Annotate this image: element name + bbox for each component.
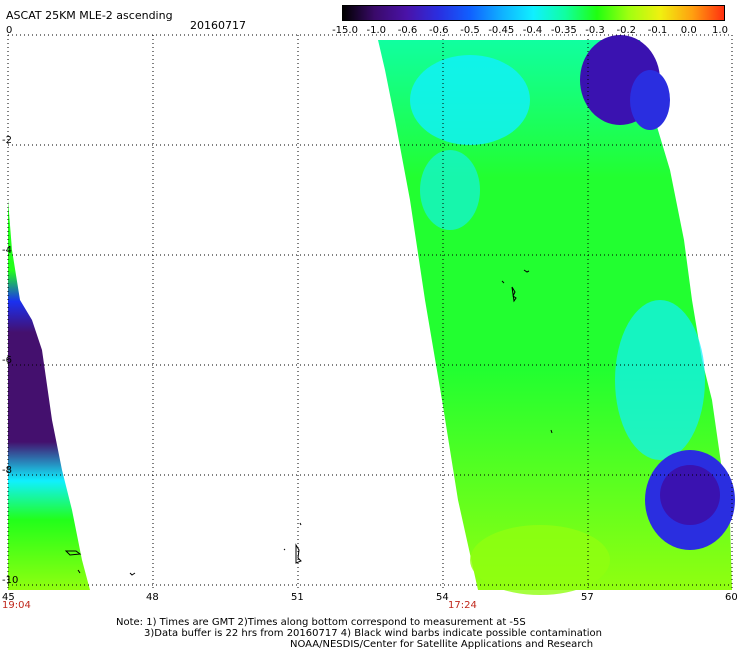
colorbar-label: 1.0 <box>712 25 728 36</box>
x-tick-label: 60 <box>725 592 738 603</box>
right-swath-blue-region-top <box>630 70 670 130</box>
left-swath <box>8 200 90 590</box>
colorbar-label: 0.0 <box>680 25 697 36</box>
right-swath-lime-region-south <box>470 525 610 595</box>
y-tick-label: -4 <box>2 245 12 256</box>
x-tick-label: 54 <box>436 592 449 603</box>
colorbar-label: -0.6 <box>397 25 418 36</box>
map-title: ASCAT 25KM MLE-2 ascending <box>6 9 173 22</box>
coastlines <box>64 269 553 576</box>
y-tick-label: -10 <box>2 575 19 586</box>
note-line-2: 3)Data buffer is 22 hrs from 20160717 4)… <box>144 628 602 639</box>
right-swath-cyan-region-mid <box>420 150 480 230</box>
x-tick-label: 45 <box>2 592 15 603</box>
right-swath-purple-region-east <box>660 465 720 525</box>
x-tick-label: 51 <box>291 592 304 603</box>
colorbar-label: -0.6 <box>428 25 449 36</box>
time-left: 19:04 <box>2 600 31 611</box>
map-date: 20160717 <box>190 19 246 32</box>
colorbar <box>342 5 725 21</box>
y-tick-label: -8 <box>2 465 12 476</box>
y-tick-label: -2 <box>2 135 12 146</box>
y-tick-label: -6 <box>2 355 12 366</box>
colorbar-label: -1.0 <box>366 25 387 36</box>
colorbar-label: -0.2 <box>616 25 637 36</box>
y-tick-label: 0 <box>6 25 13 36</box>
x-tick-label: 57 <box>581 592 594 603</box>
colorbar-label: -0.1 <box>647 25 668 36</box>
colorbar-label: -0.35 <box>550 25 577 36</box>
colorbar-label: -0.45 <box>488 25 515 36</box>
colorbar-label: -0.3 <box>585 25 605 36</box>
colorbar-label: -0.5 <box>460 25 480 36</box>
graticule <box>7 34 733 590</box>
note-line-1: Note: 1) Times are GMT 2)Times along bot… <box>116 617 526 628</box>
time-middle: 17:24 <box>448 600 477 611</box>
right-swath-cyan-region-east <box>615 300 705 460</box>
right-swath-cyan-region-top <box>410 55 530 145</box>
colorbar-label: -15.0 <box>332 25 358 36</box>
colorbar-label: -0.4 <box>522 25 543 36</box>
note-line-3: NOAA/NESDIS/Center for Satellite Applica… <box>290 639 594 650</box>
x-tick-label: 48 <box>146 592 159 603</box>
